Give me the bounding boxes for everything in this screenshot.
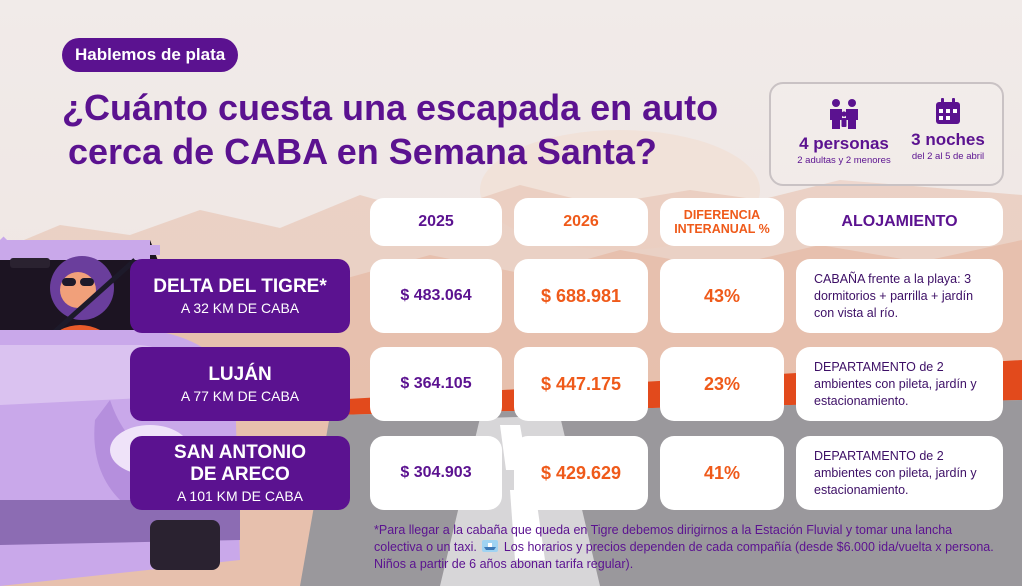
destination-label: LUJÁN A 77 KM DE CABA bbox=[130, 347, 350, 421]
boat-icon bbox=[482, 540, 499, 552]
trip-info-box: 4 personas 2 adultas y 2 menores 3 noche… bbox=[769, 82, 1004, 186]
people-detail: 2 adultas y 2 menores bbox=[797, 155, 891, 166]
price-2025: $ 483.064 bbox=[370, 259, 502, 333]
people-info: 4 personas 2 adultas y 2 menores bbox=[785, 98, 903, 167]
destination-name-line-2: DE ARECO bbox=[190, 463, 290, 485]
lodging-description: DEPARTAMENTO de 2 ambientes con pileta, … bbox=[796, 436, 1003, 510]
destination-distance: A 32 KM DE CABA bbox=[180, 299, 300, 316]
destination-distance: A 77 KM DE CABA bbox=[180, 387, 300, 404]
footnote: *Para llegar a la cabaña que queda en Ti… bbox=[374, 522, 994, 573]
nights-info: 3 noches del 2 al 5 de abril bbox=[903, 98, 993, 163]
nights-detail: del 2 al 5 de abril bbox=[911, 151, 985, 162]
destination-name: LUJÁN bbox=[208, 363, 272, 385]
price-2026: $ 688.981 bbox=[514, 259, 648, 333]
header-difference: DIFERENCIA INTERANUAL % bbox=[660, 198, 784, 246]
footnote-text-2: Los horarios y precios dependen de cada … bbox=[374, 540, 994, 571]
footnote-text-1: *Para llegar a la cabaña que queda en Ti… bbox=[374, 523, 953, 554]
header-2025: 2025 bbox=[370, 198, 502, 246]
destination-name: SAN ANTONIO bbox=[174, 441, 306, 463]
nights-count: 3 noches bbox=[911, 130, 985, 149]
difference-percent: 43% bbox=[660, 259, 784, 333]
page-title: ¿Cuánto cuesta una escapada en auto cerc… bbox=[62, 86, 752, 174]
price-2025: $ 304.903 bbox=[370, 436, 502, 510]
header-difference-line-2: INTERANUAL % bbox=[674, 222, 770, 236]
people-count: 4 personas bbox=[799, 134, 889, 153]
destination-label: SAN ANTONIO DE ARECO A 101 KM DE CABA bbox=[130, 436, 350, 510]
header-lodging: ALOJAMIENTO bbox=[796, 198, 1003, 246]
calendar-icon bbox=[936, 98, 960, 124]
lodging-description: DEPARTAMENTO de 2 ambientes con pileta, … bbox=[796, 347, 1003, 421]
section-badge: Hablemos de plata bbox=[62, 38, 239, 72]
difference-percent: 41% bbox=[660, 436, 784, 510]
price-2026: $ 447.175 bbox=[514, 347, 648, 421]
price-2026: $ 429.629 bbox=[514, 436, 648, 510]
lodging-description: CABAÑA frente a la playa: 3 dormitorios … bbox=[796, 259, 1003, 333]
title-line-2: cerca de CABA en Semana Santa? bbox=[68, 131, 657, 172]
destination-distance: A 101 KM DE CABA bbox=[176, 487, 304, 504]
title-line-1: ¿Cuánto cuesta una escapada en auto bbox=[62, 87, 719, 128]
header-2026: 2026 bbox=[514, 198, 648, 246]
family-icon bbox=[830, 99, 858, 129]
header-difference-line-1: DIFERENCIA bbox=[683, 208, 761, 222]
destination-label: DELTA DEL TIGRE* A 32 KM DE CABA bbox=[130, 259, 350, 333]
difference-percent: 23% bbox=[660, 347, 784, 421]
price-2025: $ 364.105 bbox=[370, 347, 502, 421]
destination-name: DELTA DEL TIGRE* bbox=[153, 275, 327, 297]
